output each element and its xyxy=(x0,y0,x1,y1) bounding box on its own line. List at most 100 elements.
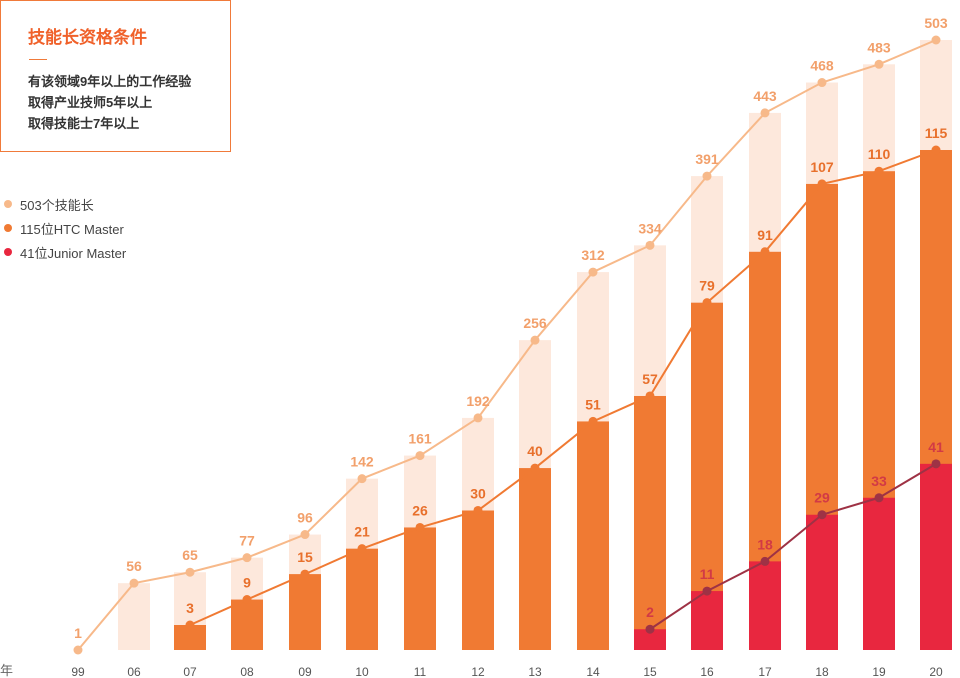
point-0-19 xyxy=(874,59,884,69)
x-tick-label: 07 xyxy=(183,665,197,678)
point-1-19 xyxy=(874,166,884,176)
data-label-0-14: 312 xyxy=(581,247,605,263)
point-0-17 xyxy=(760,108,770,118)
data-label-1-08: 9 xyxy=(243,575,251,591)
data-label-0-10: 142 xyxy=(350,454,374,470)
bar-1-09 xyxy=(289,574,321,650)
x-tick-label: 17 xyxy=(758,665,772,678)
data-label-1-15: 57 xyxy=(642,371,658,387)
data-label-0-08: 77 xyxy=(239,533,255,549)
legend-label: 115位HTC Master xyxy=(20,221,124,237)
bar-2-18 xyxy=(806,514,838,650)
x-tick-label: 99 xyxy=(71,665,85,678)
bar-2-19 xyxy=(863,497,895,650)
data-label-0-16: 391 xyxy=(695,151,719,167)
data-label-2-17: 18 xyxy=(757,536,773,552)
series-line-1 xyxy=(189,149,937,626)
point-2-20 xyxy=(931,459,941,469)
legend-dot-icon xyxy=(4,200,12,208)
data-label-1-10: 21 xyxy=(354,524,370,540)
point-0-07 xyxy=(185,567,195,577)
data-label-0-09: 96 xyxy=(297,510,313,526)
series-line-2 xyxy=(649,462,937,631)
legend-label: 503个技能长 xyxy=(20,197,94,213)
x-tick-label: 08 xyxy=(240,665,254,678)
x-tick-label: 13 xyxy=(528,665,542,678)
data-label-0-11: 161 xyxy=(408,431,432,447)
x-tick-label: 12 xyxy=(471,665,485,678)
data-label-0-07: 65 xyxy=(182,547,198,563)
bar-0-06 xyxy=(118,583,150,650)
data-label-1-09: 15 xyxy=(297,549,313,565)
point-1-10 xyxy=(357,544,367,554)
bar-2-17 xyxy=(749,561,781,650)
point-2-17 xyxy=(760,556,770,566)
x-tick-label: 20 xyxy=(929,665,943,678)
data-label-0-12: 192 xyxy=(466,393,490,409)
point-1-17 xyxy=(760,247,770,257)
point-0-09 xyxy=(300,530,310,540)
point-0-06 xyxy=(129,578,139,588)
data-label-0-19: 483 xyxy=(867,39,891,55)
data-label-0-13: 256 xyxy=(523,315,547,331)
legend-dot-icon xyxy=(4,248,12,256)
title-divider xyxy=(29,59,47,60)
qualification-box: 技能长资格条件 有该领域9年以上的工作经验 取得产业技师5年以上 取得技能士7年… xyxy=(0,0,231,152)
x-tick-label: 06 xyxy=(127,665,141,678)
point-0-12 xyxy=(473,413,483,423)
qualification-line: 有该领域9年以上的工作经验 xyxy=(28,74,192,89)
lines-layer xyxy=(73,35,941,655)
data-label-1-13: 40 xyxy=(527,443,543,459)
point-0-15 xyxy=(645,240,655,250)
data-label-1-07: 3 xyxy=(186,600,194,616)
point-2-18 xyxy=(817,510,827,520)
point-1-08 xyxy=(242,595,252,605)
point-1-14 xyxy=(588,416,598,426)
data-label-0-99: 1 xyxy=(74,625,82,641)
x-axis: 年 99 06 07 08 09 10 11 12 13 14 15 16 17 18 19 20 xyxy=(0,663,943,678)
point-2-19 xyxy=(874,493,884,503)
data-label-1-11: 26 xyxy=(412,502,428,518)
qualification-line: 取得产业技师5年以上 xyxy=(28,95,153,110)
point-0-16 xyxy=(702,171,712,181)
bar-1-13 xyxy=(519,468,551,650)
data-label-1-14: 51 xyxy=(585,396,601,412)
data-label-0-06: 56 xyxy=(126,558,142,574)
qualification-line: 取得技能士7年以上 xyxy=(28,116,140,131)
x-tick-label: 14 xyxy=(586,665,600,678)
bar-1-15 xyxy=(634,395,666,650)
data-label-2-16: 11 xyxy=(700,566,715,582)
point-1-15 xyxy=(645,391,655,401)
bars-layer xyxy=(118,40,952,651)
data-label-1-17: 91 xyxy=(757,227,773,243)
bar-2-15 xyxy=(634,629,666,650)
point-1-12 xyxy=(473,505,483,515)
point-0-10 xyxy=(357,474,367,484)
x-tick-label: 09 xyxy=(298,665,312,678)
point-1-18 xyxy=(817,179,827,189)
point-1-07 xyxy=(185,620,195,630)
bar-1-11 xyxy=(404,527,436,650)
point-0-08 xyxy=(242,553,252,563)
data-label-0-15: 334 xyxy=(638,220,662,236)
qualification-title: 技能长资格条件 xyxy=(28,28,147,47)
data-label-0-20: 503 xyxy=(924,15,948,31)
x-tick-label: 19 xyxy=(872,665,886,678)
point-0-13 xyxy=(530,335,540,345)
x-unit-label: 年 xyxy=(0,663,13,678)
data-label-1-12: 30 xyxy=(470,485,486,501)
bar-2-16 xyxy=(691,591,723,650)
legend-item-junior-master: 41位Junior Master xyxy=(4,240,126,264)
data-label-1-19: 110 xyxy=(868,146,891,162)
legend-dot-icon xyxy=(4,224,12,232)
chart-legend: 503个技能长 115位HTC Master 41位Junior Master xyxy=(4,192,126,264)
legend-item-htc-master: 115位HTC Master xyxy=(4,216,126,240)
point-0-14 xyxy=(588,267,598,277)
point-1-16 xyxy=(702,298,712,308)
legend-label: 41位Junior Master xyxy=(20,245,127,261)
point-1-20 xyxy=(931,145,941,155)
data-label-2-18: 29 xyxy=(814,490,830,506)
x-tick-label: 18 xyxy=(815,665,829,678)
legend-item-skill-leaders: 503个技能长 xyxy=(4,192,126,216)
